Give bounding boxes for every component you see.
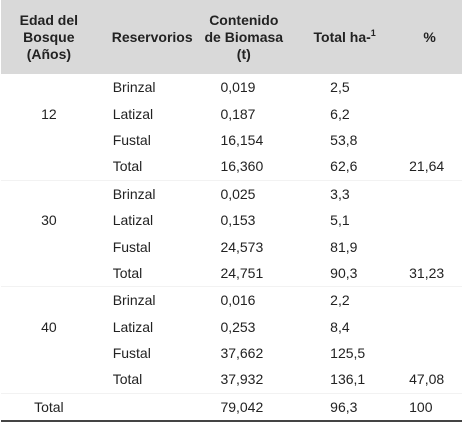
header-row: Edad del Bosque (Años) Reservorios Conte… <box>1 0 462 74</box>
cell-percent <box>397 340 462 366</box>
cell-grand-total-ha: 96,3 <box>292 393 398 422</box>
header-edad-line-2: Bosque <box>23 28 75 45</box>
cell-total-ha: 2,2 <box>330 292 350 309</box>
cell-reservorio: Total <box>96 366 196 394</box>
cell-total-ha: 62,6 <box>292 153 398 181</box>
cell-biomasa: 24,751 <box>195 259 293 288</box>
cell-percent <box>397 100 462 126</box>
cell-reservorio: Brinzal <box>112 79 156 96</box>
cell-reservorio: Fustal <box>112 238 151 255</box>
cell-grand-total-reservorio <box>96 393 196 422</box>
cell-percent <box>397 287 462 314</box>
cell-total-ha: 81,9 <box>330 238 358 255</box>
cell-percent: 21,64 <box>397 153 462 181</box>
table-row: 30 Brinzal 0,025 3,3 <box>1 180 462 228</box>
table-row: Fustal 16,154 53,8 <box>1 127 462 153</box>
grand-total-row: Total 79,042 96,3 100 <box>1 393 462 422</box>
cell-percent <box>397 127 462 153</box>
cell-biomasa: 16,360 <box>195 153 293 181</box>
table-row: 40 Brinzal 0,016 2,2 <box>1 287 462 334</box>
cell-percent <box>397 233 462 259</box>
table-row: Latizal 0,153 5,1 <box>1 207 462 233</box>
table-body: 12 Brinzal 0,019 2,5 Latizal 0,187 6,2 Fustal 16… <box>1 74 462 422</box>
header-biomasa-line-3: (t) <box>236 45 251 62</box>
cell-total-ha: 90,3 <box>292 259 398 288</box>
header-total-ha: Total ha-1 <box>292 0 397 74</box>
header-biomasa-line-1: Contenido <box>209 11 279 28</box>
cell-biomasa: 0,187 <box>220 105 256 122</box>
cell-reservorio: Brinzal <box>112 185 156 202</box>
cell-edad: 30 <box>41 212 57 229</box>
header-edad-line-3: (Años) <box>26 45 72 62</box>
cell-biomasa: 37,662 <box>220 345 264 362</box>
cell-grand-total-percent: 100 <box>397 393 462 422</box>
header-edad: Edad del Bosque (Años) <box>1 0 97 74</box>
table-row: Fustal 37,662 125,5 <box>1 340 462 366</box>
cell-biomasa: 0,025 <box>220 185 256 202</box>
table-row: Latizal 0,253 8,4 <box>1 314 462 340</box>
cell-biomasa: 0,019 <box>220 79 256 96</box>
cell-grand-total-biomasa: 79,042 <box>195 393 293 422</box>
cell-total-ha: 6,2 <box>330 105 350 122</box>
cell-biomasa: 16,154 <box>220 131 264 148</box>
table-row: 12 Brinzal 0,019 2,5 <box>1 74 462 121</box>
cell-biomasa: 0,153 <box>220 212 256 229</box>
table-row: Total 24,751 90,3 31,23 <box>1 259 462 288</box>
cell-total-ha: 125,5 <box>330 345 366 362</box>
cell-edad-empty <box>1 259 97 288</box>
cell-reservorio: Latizal <box>112 105 154 122</box>
header-total-label: Total ha- <box>313 28 371 45</box>
cell-grand-total-label: Total <box>1 393 97 422</box>
header-total-superscript: 1 <box>370 27 376 38</box>
table-row: Total 16,360 62,6 21,64 <box>1 153 462 181</box>
header-biomasa: Contenido de Biomasa (t) <box>195 0 292 74</box>
cell-reservorio: Fustal <box>112 131 151 148</box>
cell-reservorio: Fustal <box>112 345 151 362</box>
cell-total-ha: 53,8 <box>330 131 358 148</box>
header-reservorios: Reservorios <box>111 28 193 45</box>
cell-total-ha: 8,4 <box>330 318 350 335</box>
header-biomasa-line-2: de Biomasa <box>204 28 284 45</box>
table-row: Fustal 24,573 81,9 <box>1 233 462 259</box>
cell-percent <box>397 74 462 100</box>
cell-total-ha: 5,1 <box>330 212 350 229</box>
cell-edad: 12 <box>41 105 57 122</box>
cell-reservorio: Total <box>96 153 196 181</box>
cell-biomasa: 37,932 <box>195 366 293 394</box>
table-header: Edad del Bosque (Años) Reservorios Conte… <box>1 0 462 74</box>
cell-edad: 40 <box>41 318 57 335</box>
cell-reservorio: Brinzal <box>112 292 156 309</box>
cell-reservorio: Latizal <box>112 318 154 335</box>
cell-percent <box>397 180 462 207</box>
cell-total-ha: 2,5 <box>330 79 350 96</box>
table-row: Latizal 0,187 6,2 <box>1 100 462 126</box>
header-percent: % <box>423 28 436 45</box>
cell-edad-empty <box>1 366 97 394</box>
cell-reservorio: Latizal <box>112 212 154 229</box>
cell-total-ha: 136,1 <box>292 366 398 394</box>
cell-biomasa: 0,016 <box>220 292 256 309</box>
cell-biomasa: 24,573 <box>220 238 264 255</box>
cell-percent <box>397 314 462 340</box>
cell-percent: 47,08 <box>397 366 462 394</box>
header-edad-line-1: Edad del <box>19 11 79 28</box>
cell-reservorio: Total <box>96 259 196 288</box>
table-row: Total 37,932 136,1 47,08 <box>1 366 462 394</box>
cell-percent <box>397 207 462 233</box>
cell-edad-empty <box>1 153 97 181</box>
cell-percent: 31,23 <box>397 259 462 288</box>
cell-biomasa: 0,253 <box>220 318 256 335</box>
cell-total-ha: 3,3 <box>330 185 350 202</box>
